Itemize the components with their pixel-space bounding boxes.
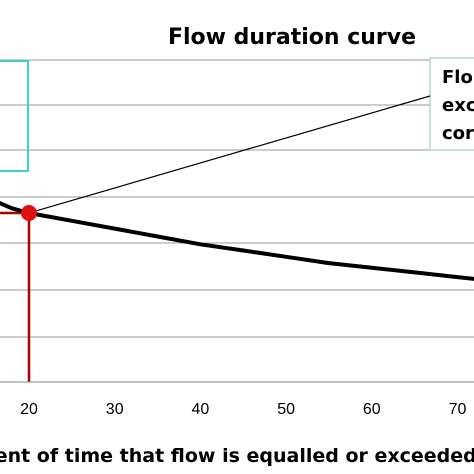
x-tick-labels: 20 30 40 50 60 70: [20, 401, 466, 418]
marker-point: [21, 204, 37, 221]
chart-title: Flow duration curve: [168, 25, 416, 50]
callout-pointer-line: [28, 95, 431, 214]
callout-box: [429, 57, 474, 151]
cyan-highlight-box: [0, 60, 29, 172]
x-tick-40: 40: [192, 401, 210, 418]
x-tick-60: 60: [363, 401, 381, 418]
gridlines: [0, 59, 474, 338]
x-tick-70: 70: [449, 401, 467, 418]
flow-duration-curve: [0, 201, 474, 281]
x-tick-50: 50: [277, 401, 295, 418]
callout-line-2: exc: [442, 95, 474, 116]
x-tick-30: 30: [106, 401, 124, 418]
callout-line-1: Flo: [442, 67, 473, 88]
x-tick-20: 20: [20, 401, 38, 418]
callout-line-3: cor: [442, 123, 474, 144]
x-axis-label: Percent of time that flow is equalled or…: [0, 445, 474, 467]
